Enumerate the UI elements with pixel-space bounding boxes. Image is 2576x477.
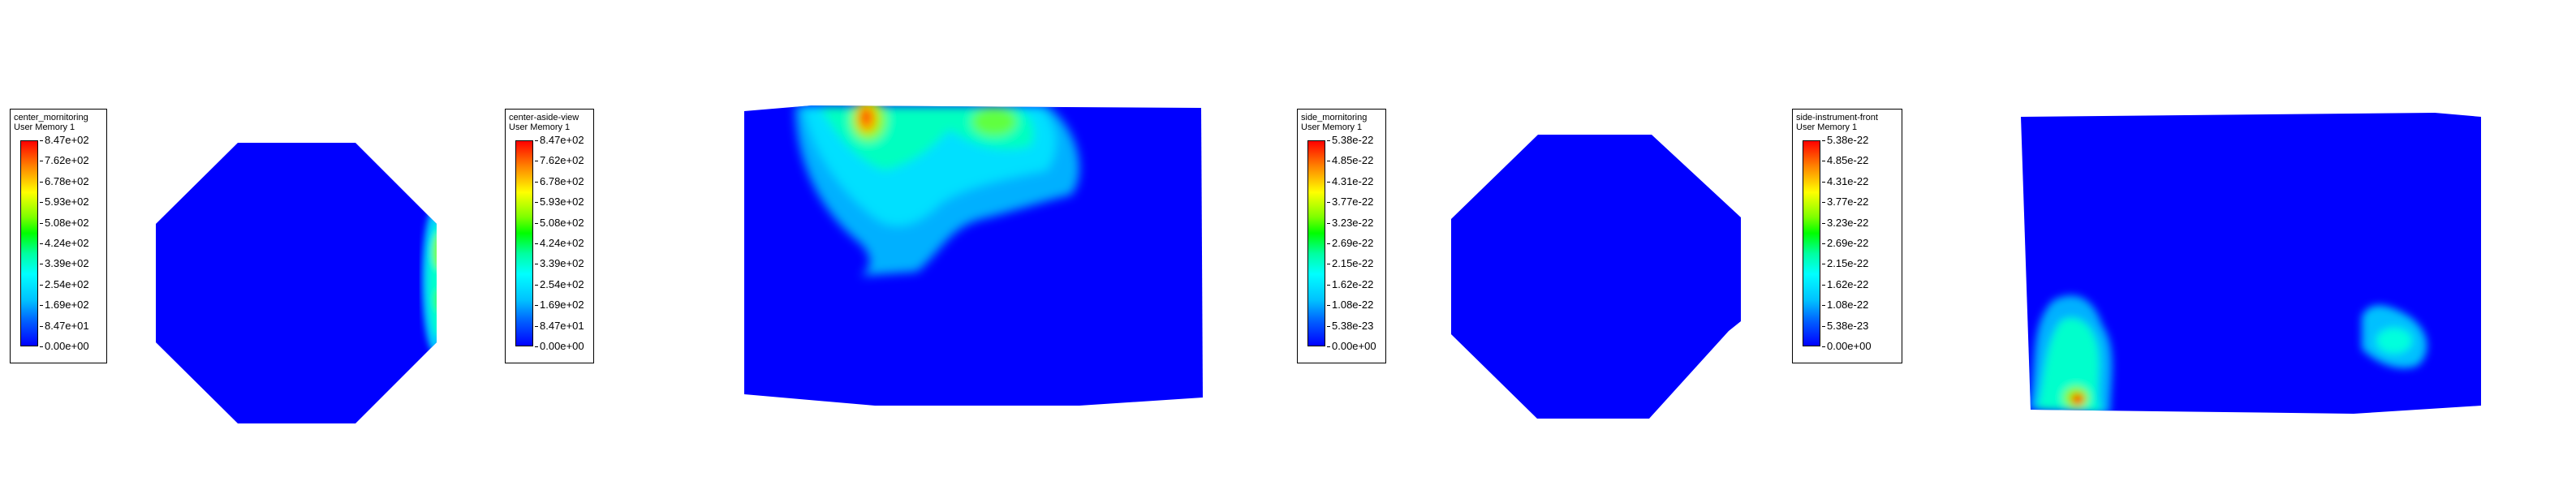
contour-view-center-aside[interactable] [739,97,1209,414]
legend-title: center-aside-view [509,113,579,122]
tick-label: 1.08e-22 [1326,299,1374,312]
colorbar [1307,140,1325,346]
octagon-domain [1451,135,1741,419]
tick-label: 5.38e-23 [1326,319,1374,332]
tick-label: 1.62e-22 [1821,277,1869,290]
tick-label: 7.62e+02 [40,154,89,167]
tick-label: 5.93e+02 [535,196,584,208]
tick-label: 3.77e-22 [1326,196,1374,208]
tick-label: 4.85e-22 [1821,154,1869,167]
tick-label: 0.00e+00 [1822,340,1872,352]
contour-view-center-octagon[interactable] [146,138,446,430]
tick-label: 8.47e+01 [40,319,89,332]
legend-subtitle: User Memory 1 [1301,122,1363,132]
legend-subtitle: User Memory 1 [14,122,75,132]
tick-label: 3.39e+02 [40,257,89,270]
tick-label: 1.69e+02 [40,299,89,312]
tick-label: 3.39e+02 [535,257,584,270]
colorbar [20,140,38,346]
legend-center-monitoring: center_mornitoring User Memory 1 8.47e+0… [10,109,107,363]
tick-label: 0.00e+00 [40,340,89,352]
tick-label: 3.77e-22 [1821,196,1869,208]
legend-subtitle: User Memory 1 [509,122,571,132]
tick-label: 5.38e-22 [1821,134,1869,146]
tick-label: 4.85e-22 [1326,154,1374,167]
tick-label: 2.15e-22 [1326,257,1374,270]
legend-side-instrument-front: side-instrument-front User Memory 1 5.38… [1792,109,1902,363]
tick-label: 2.69e-22 [1326,237,1374,249]
tick-label: 1.08e-22 [1821,299,1869,312]
tick-label: 6.78e+02 [535,174,584,187]
tick-label: 5.08e+02 [40,216,89,229]
octagon-domain [156,143,437,423]
tick-label: 5.93e+02 [40,196,89,208]
tick-label: 3.23e-22 [1821,216,1869,229]
tick-label: 4.24e+02 [40,237,89,249]
tick-label: 5.38e-23 [1821,319,1869,332]
tick-label: 2.69e-22 [1821,237,1869,249]
tick-label: 8.47e+01 [535,319,584,332]
tick-label: 0.00e+00 [535,340,584,352]
legend-center-aside-view: center-aside-view User Memory 1 8.47e+02… [505,109,594,363]
tick-label: 2.54e+02 [40,277,89,290]
tick-label: 4.31e-22 [1326,174,1374,187]
tick-label: 0.00e+00 [1327,340,1376,352]
tick-label: 7.62e+02 [535,154,584,167]
tick-label: 5.08e+02 [535,216,584,229]
tick-label: 1.62e-22 [1326,277,1374,290]
tick-label: 5.38e-22 [1326,134,1374,146]
legend-title: center_mornitoring [14,113,88,122]
tick-label: 8.47e+02 [535,134,584,146]
tick-label: 2.15e-22 [1821,257,1869,270]
contour-view-side-octagon[interactable] [1445,130,1753,427]
contour-view-side-instrument-front[interactable] [2013,105,2483,422]
tick-label: 2.54e+02 [535,277,584,290]
legend-subtitle: User Memory 1 [1796,122,1858,132]
tick-label: 4.31e-22 [1821,174,1869,187]
colorbar [515,140,533,346]
tick-label: 1.69e+02 [535,299,584,312]
tick-label: 3.23e-22 [1326,216,1374,229]
legend-title: side_mornitoring [1301,113,1368,122]
legend-side-monitoring: side_mornitoring User Memory 1 5.38e-22 4… [1297,109,1386,363]
tick-label: 4.24e+02 [535,237,584,249]
colorbar [1803,140,1820,346]
legend-title: side-instrument-front [1796,113,1878,122]
tick-label: 8.47e+02 [40,134,89,146]
tick-label: 6.78e+02 [40,174,89,187]
